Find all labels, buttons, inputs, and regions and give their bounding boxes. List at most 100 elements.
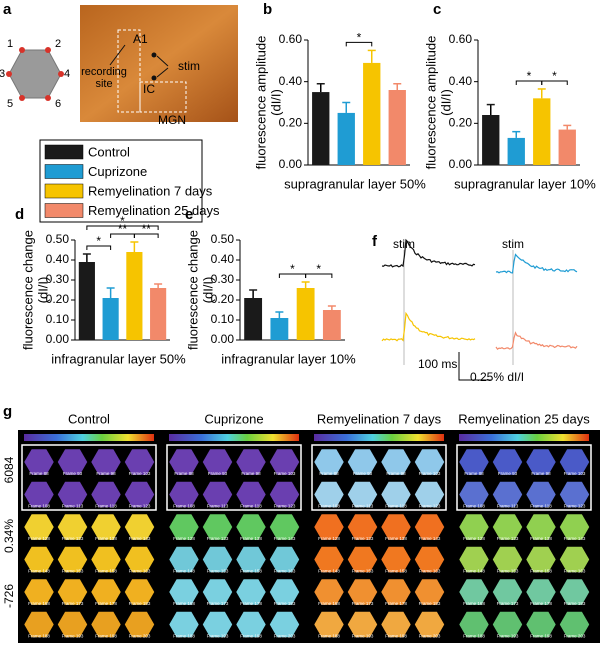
heatmap-frame bbox=[168, 448, 200, 476]
significance-bracket bbox=[133, 233, 159, 238]
stim-site bbox=[151, 52, 157, 58]
heatmap-frame bbox=[313, 578, 345, 606]
significance-bracket bbox=[345, 41, 373, 47]
scale-label: 100 ms bbox=[418, 357, 457, 371]
frame-label: Frame 118 bbox=[530, 504, 552, 509]
heatmap-frame bbox=[347, 481, 378, 508]
heatmap-frame bbox=[168, 481, 200, 508]
y-tick-label: 0.10 bbox=[211, 312, 235, 326]
frame-label: Frame 158 bbox=[95, 569, 117, 574]
colorbar bbox=[169, 434, 299, 441]
frame-label: Frame 178 bbox=[530, 601, 552, 606]
frame-label: Frame 98 bbox=[96, 471, 116, 476]
photo-label: IC bbox=[143, 82, 155, 96]
column-title: Control bbox=[68, 411, 110, 426]
heatmap-frame bbox=[202, 448, 233, 476]
heatmap-frame bbox=[202, 513, 233, 541]
trace bbox=[381, 311, 476, 342]
frame-label: Frame 88 bbox=[174, 471, 194, 476]
frame-label: Frame 98 bbox=[386, 471, 406, 476]
frame-label: Frame 93 bbox=[498, 471, 518, 476]
photo-label: A1 bbox=[133, 32, 148, 46]
heatmap-frame bbox=[347, 546, 378, 573]
heatmap-frame bbox=[168, 578, 200, 606]
panel-label: b bbox=[263, 1, 272, 18]
frame-label: Frame 123 bbox=[564, 504, 586, 509]
electrode-grid bbox=[8, 49, 62, 99]
frame-label: Frame 183 bbox=[564, 601, 586, 606]
frame-label: Frame 168 bbox=[463, 601, 485, 606]
frame-label: Frame 198 bbox=[240, 634, 262, 639]
heatmap-frame bbox=[23, 578, 55, 606]
y-axis-unit: (dI/I) bbox=[35, 277, 50, 304]
bar bbox=[322, 310, 341, 340]
heatmap-frame bbox=[90, 481, 122, 508]
heatmap-frame bbox=[380, 546, 412, 573]
column-title: Remyelination 25 days bbox=[458, 411, 590, 426]
frame-label: Frame 128 bbox=[318, 536, 340, 541]
heatmap-frame bbox=[235, 578, 267, 606]
frame-label: Frame 113 bbox=[497, 504, 519, 509]
frame-label: Frame 113 bbox=[62, 504, 84, 509]
heatmap-frame bbox=[124, 546, 155, 573]
heatmap-frame bbox=[347, 611, 378, 638]
significance-label: * bbox=[357, 31, 362, 45]
heatmap-frame bbox=[458, 578, 490, 606]
frame-label: Frame 163 bbox=[564, 569, 586, 574]
heatmap-frame bbox=[168, 513, 200, 541]
frame-label: Frame 113 bbox=[207, 504, 229, 509]
frame-label: Frame 133 bbox=[207, 536, 229, 541]
electrode-label: 2 bbox=[55, 38, 61, 50]
heatmap-frame bbox=[90, 578, 122, 606]
y-tick-label: 0.20 bbox=[46, 292, 70, 306]
frame-label: Frame 183 bbox=[129, 601, 151, 606]
heatmap-frame bbox=[23, 611, 55, 638]
frame-label: Frame 93 bbox=[353, 471, 373, 476]
heatmap-frame bbox=[559, 546, 590, 573]
frame-label: Frame 138 bbox=[240, 536, 262, 541]
frame-label: Frame 163 bbox=[419, 569, 441, 574]
y-tick-label: 0.00 bbox=[449, 157, 473, 171]
frame-label: Frame 148 bbox=[318, 569, 340, 574]
scale-label: 0.34% bbox=[2, 519, 16, 553]
y-tick-label: 0.00 bbox=[46, 332, 70, 346]
y-axis-unit: (dI/I) bbox=[438, 89, 453, 116]
heatmap-frame bbox=[458, 611, 490, 638]
scale-bar bbox=[458, 352, 491, 381]
heatmap-frame bbox=[269, 578, 300, 606]
stim-label: stim bbox=[393, 237, 415, 251]
frame-label: Frame 108 bbox=[463, 504, 485, 509]
heatmap-frame bbox=[90, 448, 122, 476]
legend-swatch bbox=[44, 183, 84, 199]
heatmap-frame bbox=[414, 513, 445, 541]
heatmap-frame bbox=[23, 481, 55, 508]
frame-label: Frame 173 bbox=[352, 601, 374, 606]
heatmap-frame bbox=[313, 513, 345, 541]
y-tick-label: 0.10 bbox=[46, 312, 70, 326]
heatmap-frame bbox=[57, 513, 88, 541]
heatmap-frame bbox=[269, 513, 300, 541]
bar bbox=[533, 98, 551, 165]
heatmap-frame bbox=[235, 546, 267, 573]
frame-label: Frame 108 bbox=[28, 504, 50, 509]
frame-label: Frame 118 bbox=[240, 504, 262, 509]
photo-label-line: recording bbox=[81, 66, 127, 78]
frame-box bbox=[311, 444, 447, 511]
bar bbox=[507, 137, 525, 165]
trace bbox=[495, 331, 578, 351]
heatmap-frame bbox=[492, 578, 523, 606]
electrode-label: 4 bbox=[64, 68, 70, 80]
frame-label: Frame 198 bbox=[385, 634, 407, 639]
frame-label: Frame 143 bbox=[564, 536, 586, 541]
legend-swatch bbox=[44, 203, 84, 218]
heatmap-frame bbox=[492, 448, 523, 476]
bar bbox=[78, 262, 95, 340]
panel-label: a bbox=[3, 1, 12, 18]
heatmap-frame bbox=[458, 481, 490, 508]
heatmap-frame bbox=[492, 546, 523, 573]
frame-label: Frame 158 bbox=[385, 569, 407, 574]
y-tick-label: 0.00 bbox=[211, 332, 235, 346]
heatmap-frame bbox=[202, 546, 233, 573]
heatmap-frame bbox=[269, 481, 300, 508]
